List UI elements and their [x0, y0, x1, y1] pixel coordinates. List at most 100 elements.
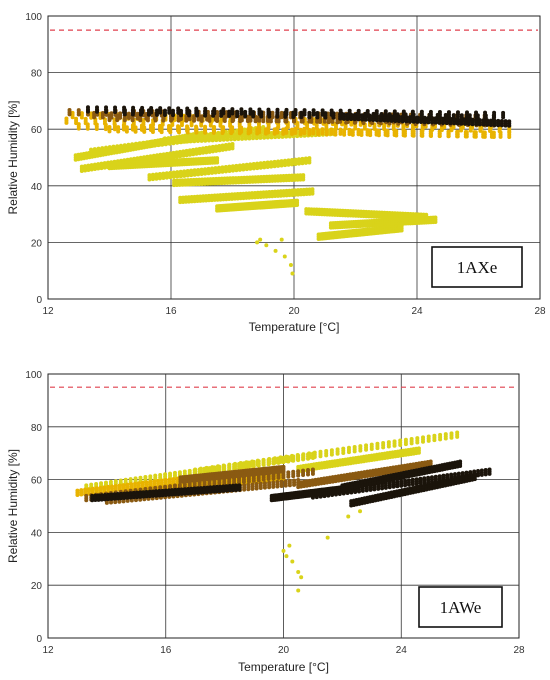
data-point — [240, 136, 245, 141]
data-point — [121, 127, 126, 132]
data-point — [442, 125, 447, 130]
data-point — [349, 117, 354, 122]
data-point — [333, 132, 338, 137]
data-point — [363, 117, 368, 122]
data-point — [124, 129, 129, 134]
data-point — [113, 109, 118, 114]
data-point — [107, 149, 112, 154]
data-point — [224, 197, 229, 202]
data-point — [229, 196, 234, 201]
data-point — [104, 500, 109, 505]
data-point — [228, 180, 233, 185]
data-point — [316, 132, 321, 137]
data-point — [250, 463, 255, 468]
data-point — [289, 131, 294, 136]
y-axis-title: Relative Humidity [%] — [6, 100, 20, 214]
data-point — [216, 170, 221, 175]
data-point — [242, 487, 247, 492]
data-point — [345, 116, 350, 121]
data-point — [102, 165, 107, 170]
data-point — [170, 122, 175, 127]
data-point — [257, 118, 262, 123]
data-point — [194, 182, 199, 187]
data-point — [206, 171, 211, 176]
data-point — [195, 139, 200, 144]
data-point — [323, 115, 328, 120]
data-point — [201, 150, 206, 155]
data-point — [466, 122, 471, 127]
data-point — [195, 113, 200, 118]
data-point — [122, 112, 127, 117]
data-point — [241, 479, 246, 484]
data-point — [301, 456, 306, 461]
data-point — [281, 178, 286, 183]
data-point — [203, 138, 208, 143]
data-point — [312, 455, 317, 460]
data-point — [204, 198, 209, 203]
data-point — [241, 196, 246, 201]
data-point — [227, 467, 232, 472]
data-point — [133, 498, 138, 503]
data-point — [79, 492, 84, 497]
data-point — [137, 145, 142, 150]
data-point — [117, 499, 122, 504]
data-point — [483, 472, 488, 477]
data-point — [352, 449, 357, 454]
series-0 — [73, 125, 438, 276]
data-point — [259, 114, 264, 119]
data-point — [161, 176, 166, 181]
data-point — [175, 174, 180, 179]
data-point — [338, 116, 343, 121]
data-point — [262, 165, 267, 170]
data-point — [501, 115, 506, 120]
data-point — [168, 130, 173, 135]
data-point — [83, 168, 88, 173]
data-point — [315, 119, 320, 124]
data-point — [153, 118, 158, 123]
data-point — [242, 180, 247, 185]
data-point — [452, 121, 457, 126]
data-point — [211, 130, 216, 135]
data-point — [295, 177, 300, 182]
data-point — [306, 472, 311, 477]
data-point — [460, 125, 465, 130]
data-point — [270, 194, 275, 199]
data-point — [299, 575, 304, 580]
data-point — [315, 115, 320, 120]
data-point — [192, 118, 197, 123]
data-point — [349, 122, 354, 127]
data-point — [250, 486, 255, 491]
data-point — [109, 500, 114, 505]
data-point — [485, 122, 490, 127]
data-point — [289, 162, 294, 167]
data-point — [281, 475, 286, 480]
data-point — [199, 118, 204, 123]
data-point — [130, 118, 135, 123]
data-point — [247, 195, 252, 200]
data-point — [252, 195, 257, 200]
data-point — [191, 152, 196, 157]
data-point — [404, 119, 409, 124]
data-point — [234, 168, 239, 173]
data-point — [472, 134, 477, 139]
data-point — [330, 119, 335, 124]
data-point — [92, 115, 97, 120]
data-point — [345, 119, 350, 124]
data-point — [399, 483, 404, 488]
data-point — [288, 263, 293, 268]
data-point — [422, 120, 427, 125]
data-point — [178, 200, 183, 205]
data-point — [225, 180, 230, 185]
data-point — [459, 121, 464, 126]
data-point — [182, 173, 187, 178]
data-point — [267, 194, 272, 199]
data-point — [356, 132, 361, 137]
data-point — [164, 175, 169, 180]
data-point — [262, 135, 267, 140]
data-point — [463, 134, 468, 139]
data-point — [247, 179, 252, 184]
data-point — [278, 193, 283, 198]
data-point — [177, 130, 182, 135]
data-point — [324, 453, 329, 458]
